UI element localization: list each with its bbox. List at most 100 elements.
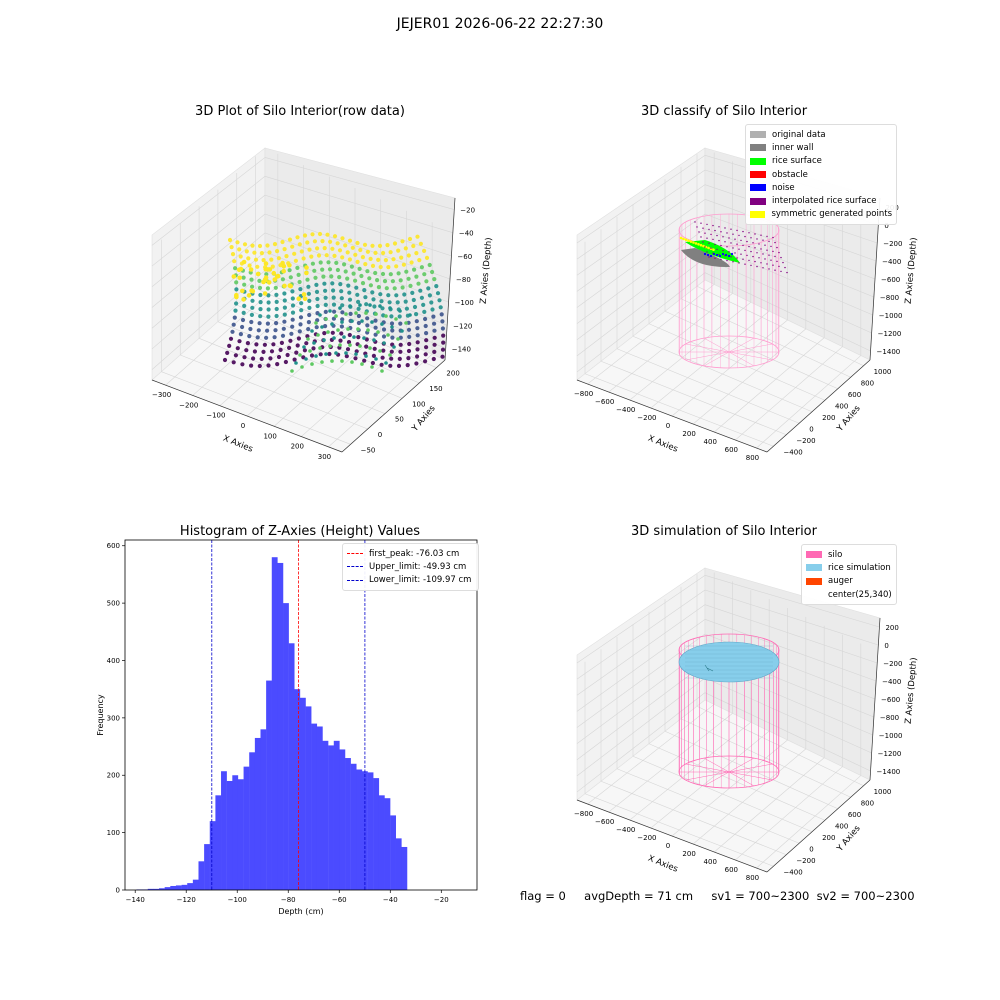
raw-data-point xyxy=(307,247,312,252)
classify-grid-x xyxy=(650,310,770,409)
classify-interpolated-point xyxy=(716,248,718,251)
classify-symmetric-point xyxy=(704,245,708,249)
raw-data-point xyxy=(230,329,235,334)
raw-data-point xyxy=(366,328,370,332)
classify-interpolated-point xyxy=(734,238,736,240)
legend-swatch xyxy=(750,171,766,179)
simulation-z-tick-label: −800 xyxy=(880,714,899,722)
raw-data-point xyxy=(392,345,396,349)
raw-data-point xyxy=(422,272,427,277)
classify-interpolated-point xyxy=(744,235,746,238)
raw-data-point xyxy=(349,264,354,269)
raw-data-point xyxy=(373,270,378,276)
status-footer: flag = 0 avgDepth = 71 cm sv1 = 700~2300… xyxy=(520,889,915,903)
raw-data-point xyxy=(253,257,259,262)
raw-data-point xyxy=(348,304,352,308)
raw-data-point xyxy=(415,234,420,239)
simulation-x-tick-label: 0 xyxy=(666,842,670,850)
histogram-legend-item: Upper_limit: -49.93 cm xyxy=(347,560,474,573)
raw-data-point xyxy=(318,260,323,265)
raw-data-point xyxy=(304,270,309,276)
raw-z-tick-label: −140 xyxy=(452,345,471,353)
raw-data-point xyxy=(296,336,301,341)
histogram-bar xyxy=(243,766,250,890)
raw-data-point xyxy=(282,291,287,296)
classify-noise-point xyxy=(703,252,707,256)
classify-rice-surface xyxy=(685,240,740,263)
classify-symmetric-point xyxy=(679,236,683,240)
raw-data-point xyxy=(356,313,361,319)
simulation-silo-spoke xyxy=(703,757,730,773)
raw-data-point xyxy=(265,321,270,326)
classify-symmetric-point xyxy=(694,242,698,245)
raw-data-point xyxy=(403,246,408,251)
classify-interpolated-point xyxy=(708,256,710,258)
raw-data-point xyxy=(362,242,368,247)
raw-data-point xyxy=(331,295,336,300)
simulation-grid-y xyxy=(680,718,851,798)
raw-data-point xyxy=(318,346,322,350)
classify-interpolated-point xyxy=(778,251,780,254)
classify-interpolated-point xyxy=(726,246,728,248)
simulation-legend-item: rice simulation xyxy=(806,561,892,574)
raw-data-point xyxy=(336,328,340,332)
raw-data-point xyxy=(360,319,364,323)
raw-data-point xyxy=(424,345,429,350)
simulation-y-tick-label: 1000 xyxy=(874,788,892,796)
raw-data-point xyxy=(242,282,247,287)
raw-grid-z xyxy=(151,270,266,370)
raw-data-point xyxy=(251,356,256,361)
raw-data-point xyxy=(227,343,232,348)
raw-data-point xyxy=(407,341,412,347)
raw-data-point xyxy=(389,314,394,319)
raw-data-point xyxy=(273,328,278,333)
classify-interpolated-point xyxy=(770,259,772,261)
simulation-x-tick-label: −800 xyxy=(574,810,593,818)
histogram-bar xyxy=(356,769,363,890)
classify-x-tick-label: 400 xyxy=(704,438,717,446)
histogram-bar xyxy=(333,740,340,890)
raw-data-point xyxy=(294,361,298,365)
raw-data-point xyxy=(406,327,412,332)
raw-data-point xyxy=(353,252,358,257)
histogram-x-tick-label: −80 xyxy=(281,896,296,904)
raw-data-point xyxy=(435,291,441,296)
raw-data-point xyxy=(415,333,420,338)
raw-data-point xyxy=(332,309,337,314)
raw-data-point xyxy=(335,267,340,273)
raw-data-point xyxy=(290,289,295,294)
raw-data-point xyxy=(258,292,263,298)
raw-data-point xyxy=(338,343,342,347)
raw-data-point xyxy=(280,239,285,245)
histogram-bar xyxy=(345,758,351,890)
raw-data-point xyxy=(322,246,327,251)
raw-data-point xyxy=(320,325,324,329)
raw-data-point xyxy=(350,245,355,250)
histogram-bar xyxy=(254,737,261,890)
raw-data-point xyxy=(290,296,295,301)
raw-data-point xyxy=(378,349,382,353)
raw-data-point xyxy=(234,287,239,292)
raw-grid-y xyxy=(161,371,351,445)
simulation-z-tick-label: −200 xyxy=(883,660,902,668)
classify-x-tick-label: 200 xyxy=(682,430,695,438)
raw-data-point xyxy=(372,338,376,342)
simulation-x-tick-label: −600 xyxy=(595,818,614,826)
simulation-silo-spoke xyxy=(685,771,730,781)
raw-grid-z xyxy=(151,157,266,246)
raw-data-point xyxy=(332,253,337,258)
classify-interpolated-point xyxy=(772,236,774,239)
raw-data-point xyxy=(419,265,424,270)
classify-y-tick-label: 800 xyxy=(861,379,874,387)
raw-grid-z xyxy=(264,232,449,303)
raw-data-point xyxy=(373,250,378,255)
classify-interpolated-point xyxy=(748,245,750,248)
classify-interpolated-point xyxy=(706,223,708,226)
classify-grid-x xyxy=(735,346,843,441)
raw-plot-title: 3D Plot of Silo Interior(row data) xyxy=(195,104,405,119)
raw-data-point xyxy=(380,306,385,311)
raw-data-point xyxy=(259,251,264,256)
classify-interpolated-point xyxy=(706,237,708,239)
raw-data-point xyxy=(227,237,233,243)
raw-data-point xyxy=(274,321,279,326)
